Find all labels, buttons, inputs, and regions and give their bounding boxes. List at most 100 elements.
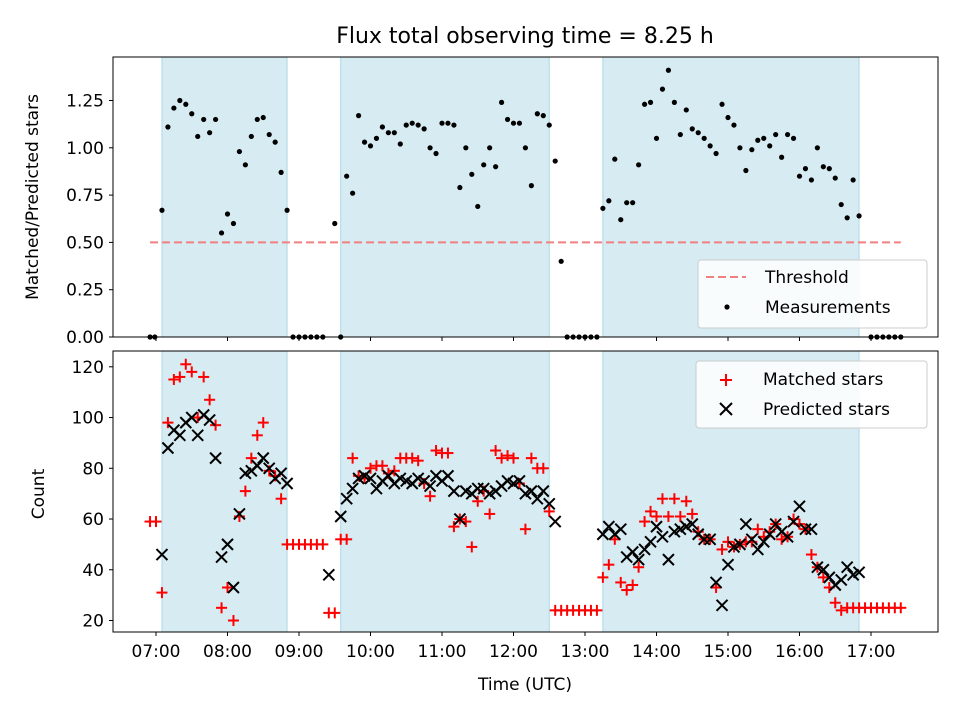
- y-tick-label: 40: [82, 561, 104, 581]
- y-tick-label: 60: [82, 510, 104, 530]
- chart-title: Flux total observing time = 8.25 h: [336, 24, 714, 49]
- data-point: [534, 111, 540, 117]
- data-point-x: [155, 548, 169, 561]
- data-point: [808, 177, 815, 183]
- data-point-x: [274, 467, 288, 480]
- data-point-x: [203, 413, 216, 427]
- data-point-x: [257, 451, 270, 465]
- data-point-x: [549, 515, 562, 528]
- data-point: [254, 116, 260, 123]
- data-point-x: [757, 535, 770, 549]
- data-point: [218, 230, 225, 236]
- data-point-x: [769, 517, 782, 531]
- data-point-x: [161, 441, 175, 455]
- legend-matched-swatch: [720, 374, 732, 386]
- data-point-plus: [752, 523, 764, 535]
- data-point-plus: [424, 490, 436, 502]
- data-point-plus: [645, 505, 657, 517]
- data-point: [779, 154, 785, 160]
- data-point: [695, 130, 701, 136]
- data-point: [373, 135, 380, 141]
- data-point-plus: [817, 571, 829, 583]
- data-point: [737, 145, 743, 151]
- data-point-plus: [639, 516, 651, 528]
- data-point: [278, 169, 284, 175]
- data-point-plus: [656, 493, 668, 505]
- data-point: [767, 143, 773, 149]
- data-point: [177, 97, 183, 104]
- data-point: [659, 86, 666, 92]
- data-point-plus: [430, 445, 442, 457]
- data-point: [183, 101, 189, 107]
- data-point-x: [334, 510, 347, 523]
- data-point-x: [626, 545, 639, 559]
- data-point-x: [817, 563, 830, 576]
- data-point: [248, 133, 254, 140]
- y-tick-label: 100: [72, 409, 104, 429]
- data-point: [445, 120, 451, 126]
- data-point-plus: [615, 576, 627, 588]
- data-point-x: [763, 528, 776, 541]
- data-point: [391, 130, 397, 136]
- y-tick-label: 1.25: [66, 92, 104, 112]
- observing-window-1: [161, 56, 288, 338]
- data-point-plus: [597, 571, 609, 583]
- data-point-plus: [829, 597, 841, 609]
- data-point-plus: [496, 452, 508, 464]
- data-point: [421, 126, 427, 132]
- observing-window-1: [161, 350, 288, 633]
- data-point: [612, 156, 618, 162]
- ratio-y-ticks: 0.00 0.25 0.50 0.75 1.00 1.25: [66, 92, 113, 348]
- data-point: [493, 164, 499, 170]
- data-point: [159, 207, 165, 213]
- data-point-plus: [341, 533, 353, 545]
- data-point-x: [638, 543, 651, 556]
- data-point-x: [453, 512, 467, 526]
- data-point: [195, 133, 201, 140]
- data-point-plus: [186, 366, 198, 378]
- data-point-x: [340, 492, 353, 505]
- data-point: [814, 145, 820, 151]
- data-point: [212, 116, 219, 123]
- ratio-plot-frame: [112, 56, 939, 338]
- data-point: [755, 137, 761, 143]
- data-point-plus: [525, 452, 537, 464]
- data-point: [207, 130, 213, 136]
- data-point: [802, 166, 809, 172]
- legend-matched-label: Matched stars: [763, 370, 883, 390]
- data-point: [790, 135, 797, 141]
- data-point: [272, 139, 278, 145]
- data-point-plus: [317, 538, 329, 550]
- data-point: [344, 173, 350, 179]
- data-point: [332, 220, 338, 227]
- x-tick-label: 14:00: [632, 642, 681, 662]
- ratio-panel: 0.00 0.25 0.50 0.75 1.00 1.25 Matched/Predict…: [23, 56, 939, 348]
- data-point-x: [227, 581, 240, 594]
- observing-window-shading: [161, 350, 860, 633]
- data-point-x: [364, 472, 377, 485]
- data-point: [409, 120, 415, 126]
- x-tick-label: 10:00: [346, 642, 395, 662]
- data-point-x: [644, 535, 657, 549]
- data-point: [201, 116, 207, 123]
- data-point-plus: [651, 510, 662, 522]
- legend-measurements-label: Measurements: [765, 298, 891, 318]
- data-point-x: [221, 538, 234, 551]
- data-point: [415, 122, 421, 128]
- y-tick-label: 0.25: [66, 281, 104, 301]
- data-point: [558, 258, 564, 264]
- data-point-plus: [347, 452, 359, 464]
- y-tick-label: 80: [82, 459, 104, 479]
- count-y-axis-label: Count: [29, 468, 49, 519]
- legend-measurements-swatch: [724, 304, 730, 310]
- data-point-x: [191, 429, 204, 442]
- data-point: [165, 124, 171, 130]
- data-point-x: [751, 543, 764, 556]
- data-point: [224, 211, 231, 217]
- legend-predicted-label: Predicted stars: [763, 400, 890, 420]
- data-point-plus: [448, 521, 460, 533]
- data-point: [838, 201, 844, 208]
- data-point-x: [745, 533, 759, 546]
- x-tick-label: 12:00: [489, 642, 538, 662]
- data-point-x: [721, 558, 735, 571]
